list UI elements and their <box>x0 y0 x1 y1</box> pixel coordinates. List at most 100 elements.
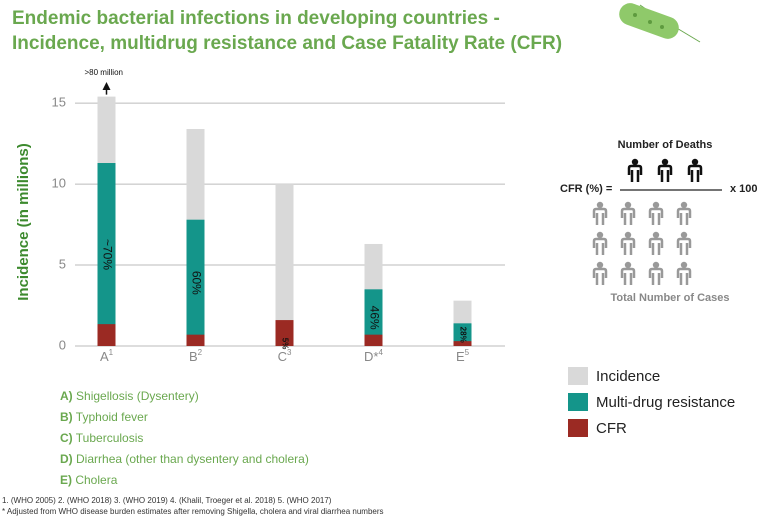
legend-label: Multi-drug resistance <box>596 394 735 411</box>
disease-name: Shigellosis (Dysentery) <box>76 389 199 403</box>
person-body <box>592 267 608 285</box>
person-body <box>676 237 692 255</box>
person-icon <box>592 261 608 285</box>
person-icon <box>687 158 703 182</box>
formula-denominator: Total Number of Cases <box>611 292 730 304</box>
person-body <box>620 207 636 225</box>
y-tick-label: 15 <box>52 95 66 110</box>
person-body <box>648 267 664 285</box>
person-head <box>596 231 604 239</box>
bar <box>97 324 116 346</box>
disease-key: B) <box>60 410 73 424</box>
person-icon <box>620 261 636 285</box>
footnote: * Adjusted from WHO disease burden estim… <box>2 507 384 516</box>
bar <box>97 163 116 346</box>
resistance-label: 60% <box>189 271 203 295</box>
person-head <box>661 158 669 166</box>
legend-swatch <box>568 393 588 411</box>
person-icon <box>648 201 664 225</box>
person-icon <box>657 158 673 182</box>
disease-name: Tuberculosis <box>75 431 144 445</box>
disease-item: B) Typhoid fever <box>60 407 309 428</box>
formula-numerator: Number of Deaths <box>618 139 713 151</box>
formula-lhs: CFR (%) = <box>560 183 612 195</box>
resistance-label: 46% <box>367 306 381 330</box>
person-head <box>680 231 688 239</box>
category-superscript: 3 <box>287 348 292 357</box>
bar <box>453 341 472 346</box>
bar <box>364 289 383 346</box>
bar <box>453 323 472 346</box>
person-body <box>648 207 664 225</box>
formula-multiplier: x 100 <box>730 183 758 195</box>
bar <box>186 219 205 346</box>
bar <box>275 184 294 346</box>
disease-item: A) Shigellosis (Dysentery) <box>60 386 309 407</box>
arrow-head <box>102 82 111 90</box>
disease-key: E) <box>60 473 72 487</box>
disease-name: Cholera <box>75 473 118 487</box>
person-head <box>691 158 699 166</box>
bacterium-icon <box>619 3 701 43</box>
title: Endemic bacterial infections in developi… <box>12 8 563 54</box>
legend-swatch <box>568 367 588 385</box>
y-axis-label: Incidence (in millions) <box>15 143 32 301</box>
disease-key: A) <box>60 389 73 403</box>
footnotes: 1. (WHO 2005) 2. (WHO 2018) 3. (WHO 2019… <box>2 495 384 517</box>
person-icon <box>627 158 643 182</box>
person-body <box>657 164 673 182</box>
bar <box>364 334 383 346</box>
disease-item: C) Tuberculosis <box>60 428 309 449</box>
person-head <box>680 261 688 269</box>
person-icon <box>620 201 636 225</box>
y-tick-label: 5 <box>59 256 66 271</box>
disease-name: Diarrhea (other than dysentery and chole… <box>76 452 309 466</box>
bar <box>186 334 205 346</box>
person-head <box>652 261 660 269</box>
person-head <box>652 231 660 239</box>
category-superscript: 4 <box>379 348 384 357</box>
resistance-label: 28% <box>458 327 467 343</box>
person-icon <box>620 231 636 255</box>
person-icon <box>592 201 608 225</box>
person-body <box>620 237 636 255</box>
person-body <box>676 207 692 225</box>
category-name: E <box>456 349 465 364</box>
y-tick-label: 10 <box>52 176 66 191</box>
annotation: >80 million <box>85 68 123 77</box>
person-head <box>624 231 632 239</box>
person-icon <box>676 261 692 285</box>
person-icon <box>592 231 608 255</box>
person-icon <box>676 231 692 255</box>
resistance-label: 5% <box>280 338 289 350</box>
category-superscript: 5 <box>465 348 470 357</box>
disease-key: D) <box>60 452 73 466</box>
disease-list: A) Shigellosis (Dysentery) B) Typhoid fev… <box>60 386 309 491</box>
x-tick-label: D*4 <box>364 348 383 364</box>
footnote: 1. (WHO 2005) 2. (WHO 2018) 3. (WHO 2019… <box>2 496 332 505</box>
person-head <box>680 201 688 209</box>
y-tick-label: 0 <box>59 337 66 352</box>
person-head <box>596 201 604 209</box>
bar <box>275 320 294 346</box>
person-head <box>652 201 660 209</box>
person-body <box>648 237 664 255</box>
x-tick-label: C3 <box>278 348 292 364</box>
category-superscript: 2 <box>198 348 203 357</box>
category-name: A <box>100 349 109 364</box>
person-icon <box>648 231 664 255</box>
person-body <box>620 267 636 285</box>
disease-item: E) Cholera <box>60 470 309 491</box>
person-head <box>596 261 604 269</box>
disease-name: Typhoid fever <box>75 410 148 424</box>
person-body <box>687 164 703 182</box>
category-superscript: 1 <box>109 348 114 357</box>
person-body <box>676 267 692 285</box>
resistance-label: ~70% <box>100 239 114 270</box>
legend-label: CFR <box>596 420 627 437</box>
person-body <box>627 164 643 182</box>
person-head <box>624 201 632 209</box>
category-name: D* <box>364 349 378 364</box>
